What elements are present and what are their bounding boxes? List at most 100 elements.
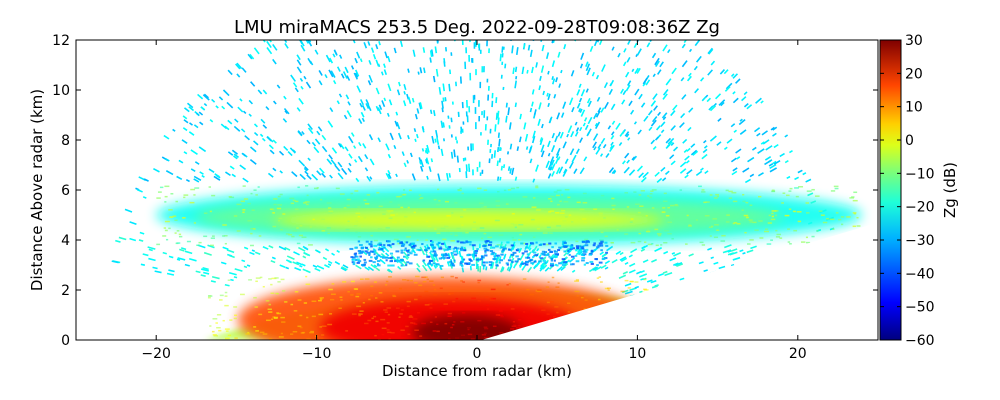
noise-dash bbox=[556, 147, 561, 156]
noise-dash bbox=[403, 251, 410, 259]
noise-dash bbox=[540, 65, 545, 73]
noise-dash bbox=[461, 267, 465, 273]
noise-dash bbox=[152, 266, 158, 270]
noise-dash bbox=[360, 111, 365, 118]
precip-speck bbox=[422, 280, 427, 283]
noise-dash bbox=[732, 73, 739, 79]
weak-echo-speck bbox=[411, 242, 416, 245]
noise-dash bbox=[622, 271, 629, 275]
weak-echo-speck bbox=[570, 244, 573, 247]
noise-dash bbox=[388, 99, 393, 106]
noise-dash bbox=[625, 71, 630, 78]
weak-echo-speck bbox=[373, 253, 376, 256]
noise-dash bbox=[166, 272, 175, 276]
precip-speck bbox=[536, 290, 542, 293]
precip-speck bbox=[597, 298, 601, 301]
precip-speck bbox=[380, 318, 386, 321]
precip-speck bbox=[255, 330, 259, 332]
cloud-speck bbox=[273, 198, 278, 200]
weak-echo-speck bbox=[582, 250, 586, 253]
weak-echo-speck bbox=[381, 245, 384, 248]
noise-dash bbox=[440, 148, 444, 157]
noise-dash bbox=[311, 173, 319, 181]
cloud-speck bbox=[782, 192, 786, 194]
noise-dash bbox=[587, 116, 593, 125]
noise-dash bbox=[143, 178, 149, 182]
noise-dash bbox=[655, 125, 661, 131]
weak-echo-speck bbox=[465, 241, 469, 244]
weak-echo-speck bbox=[396, 240, 401, 243]
colorbar-tick-label: 30 bbox=[905, 33, 923, 49]
cloud-speck bbox=[292, 230, 298, 232]
noise-dash bbox=[387, 153, 391, 159]
cloud-speck bbox=[282, 213, 286, 215]
noise-dash bbox=[627, 137, 631, 141]
cloud-speck bbox=[250, 232, 253, 235]
noise-dash bbox=[620, 88, 625, 94]
noise-dash bbox=[296, 66, 302, 74]
noise-dash bbox=[545, 52, 550, 60]
weak-echo-speck bbox=[370, 250, 374, 253]
weak-echo-speck bbox=[508, 248, 512, 251]
noise-dash bbox=[514, 102, 517, 108]
noise-dash bbox=[231, 173, 236, 178]
noise-dash bbox=[560, 112, 565, 118]
noise-dash bbox=[430, 255, 436, 263]
noise-dash bbox=[327, 120, 334, 128]
noise-dash bbox=[448, 83, 451, 92]
weak-echo-speck bbox=[408, 262, 413, 265]
cloud-speck bbox=[795, 195, 799, 198]
cloud-speck bbox=[343, 206, 347, 209]
precip-speck bbox=[624, 279, 629, 282]
cloud-speck bbox=[575, 240, 579, 243]
precip-speck bbox=[414, 329, 419, 332]
weak-echo-speck bbox=[597, 244, 601, 247]
cloud-speck bbox=[640, 190, 645, 192]
noise-dash bbox=[703, 269, 708, 273]
cloud-speck bbox=[198, 241, 202, 244]
cloud-speck bbox=[775, 236, 780, 238]
noise-dash bbox=[667, 137, 675, 145]
noise-dash bbox=[732, 97, 739, 104]
noise-dash bbox=[639, 290, 643, 294]
precip-speck bbox=[328, 288, 333, 291]
precip-speck bbox=[392, 295, 397, 298]
noise-dash bbox=[182, 115, 188, 120]
weak-echo-speck bbox=[567, 249, 570, 252]
noise-dash bbox=[354, 72, 359, 78]
cloud-speck bbox=[459, 187, 462, 190]
noise-dash bbox=[442, 248, 446, 252]
weak-echo-speck bbox=[482, 245, 486, 248]
noise-dash bbox=[547, 93, 551, 101]
noise-dash bbox=[523, 122, 527, 130]
noise-dash bbox=[674, 262, 679, 266]
noise-dash bbox=[176, 175, 183, 181]
noise-dash bbox=[586, 97, 591, 104]
noise-dash bbox=[425, 147, 429, 155]
noise-dash bbox=[731, 170, 738, 176]
cloud-speck bbox=[194, 187, 200, 189]
noise-dash bbox=[762, 139, 770, 145]
x-axis: −20 −10 0 10 20 bbox=[141, 40, 807, 362]
noise-dash bbox=[375, 44, 379, 50]
noise-dash bbox=[772, 160, 777, 165]
noise-dash bbox=[551, 60, 556, 68]
noise-dash bbox=[592, 133, 599, 141]
cloud-speck bbox=[503, 189, 507, 192]
cloud-speck bbox=[732, 200, 738, 203]
noise-dash bbox=[551, 132, 555, 139]
noise-dash bbox=[395, 173, 398, 178]
noise-dash bbox=[768, 162, 774, 167]
noise-dash bbox=[375, 105, 380, 112]
cloud-speck bbox=[698, 185, 702, 188]
noise-dash bbox=[353, 72, 359, 80]
precip-speck bbox=[268, 303, 271, 306]
noise-dash bbox=[576, 102, 581, 109]
precip-speck bbox=[300, 332, 304, 334]
noise-dash bbox=[429, 50, 433, 58]
noise-dash bbox=[368, 74, 373, 83]
cloud-speck bbox=[522, 196, 528, 198]
noise-dash bbox=[416, 108, 420, 114]
precip-speck bbox=[255, 280, 258, 283]
noise-dash bbox=[403, 100, 407, 107]
